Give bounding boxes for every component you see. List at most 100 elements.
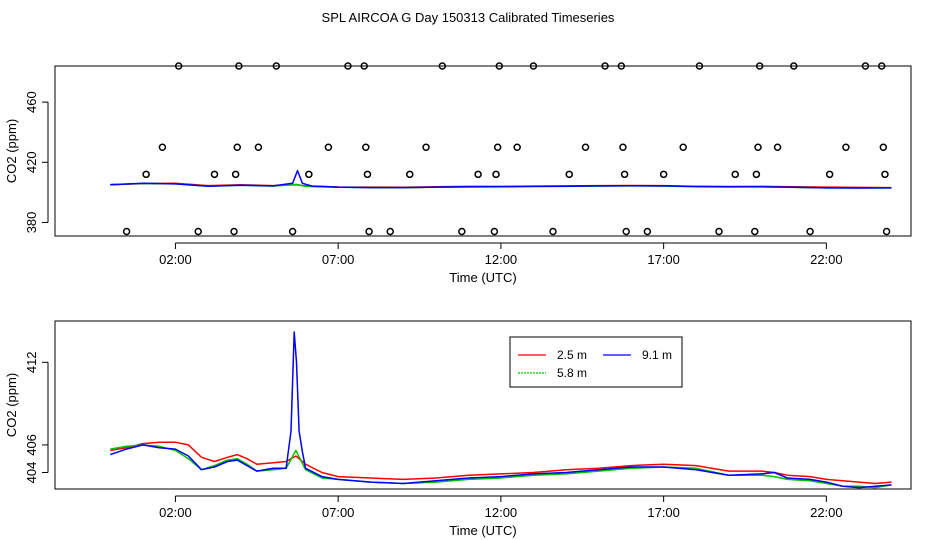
- scatter-point: [825, 170, 834, 179]
- scatter-point: [754, 143, 762, 151]
- scatter-point: [620, 170, 629, 179]
- top-series-lines: [110, 169, 892, 189]
- scatter-point: [549, 227, 557, 236]
- scatter-point: [272, 62, 281, 70]
- scatter-point: [715, 227, 723, 236]
- bottom-y-tick-label: 412: [24, 351, 39, 373]
- scatter-point: [877, 62, 886, 70]
- scatter-point: [194, 227, 202, 236]
- top-y-axis-label: CO2 (ppm): [4, 119, 19, 183]
- bottom-x-tick-label: 12:00: [485, 505, 518, 520]
- scatter-point: [305, 170, 313, 179]
- bottom-plot-frame: [54, 320, 912, 490]
- scatter-point: [493, 143, 502, 151]
- scatter-point: [752, 170, 761, 179]
- bottom-y-tick-label: 406: [24, 434, 39, 456]
- top-panel: 02:00 07:00 12:00 17:00 22:00 380 420 460 Time …: [4, 62, 912, 285]
- scatter-point: [695, 62, 704, 70]
- scatter-point: [254, 143, 263, 151]
- scatter-point: [731, 170, 739, 179]
- scatter-point: [142, 170, 150, 179]
- scatter-point: [879, 143, 888, 151]
- series-line-5-8-m: [110, 444, 892, 489]
- scatter-point: [513, 143, 521, 151]
- scatter-point: [492, 170, 500, 179]
- bottom-panel: 02:00 07:00 12:00 17:00 22:00 404 406 412 Time …: [4, 320, 912, 538]
- bottom-y-axis-label: CO2 (ppm): [4, 373, 19, 437]
- top-x-tick-label: 12:00: [485, 252, 518, 267]
- scatter-point: [755, 62, 764, 70]
- scatter-point: [158, 143, 167, 151]
- scatter-point: [365, 227, 373, 236]
- scatter-point: [619, 143, 627, 151]
- scatter-point: [643, 227, 652, 236]
- scatter-point: [288, 227, 297, 236]
- scatter-point: [458, 227, 466, 236]
- scatter-point: [122, 227, 131, 236]
- scatter-point: [773, 143, 782, 151]
- bottom-x-axis-label: Time (UTC): [449, 523, 516, 538]
- legend-label-2-5m: 2.5 m: [557, 348, 587, 362]
- scatter-point: [842, 143, 850, 151]
- scatter-point: [360, 62, 368, 70]
- legend-label-9-1m: 9.1 m: [642, 348, 672, 362]
- series-line-blue: [110, 169, 892, 189]
- bottom-series-lines: [110, 331, 892, 489]
- series-line-9-1-m: [110, 331, 892, 489]
- top-plot-frame: [54, 65, 912, 237]
- scatter-point: [581, 143, 590, 151]
- top-x-tick-label: 17:00: [647, 252, 680, 267]
- scatter-point: [210, 170, 219, 179]
- scatter-point: [406, 170, 414, 179]
- scatter-point: [174, 62, 183, 70]
- legend-label-5-8m: 5.8 m: [557, 366, 587, 380]
- bottom-x-tick-label: 07:00: [322, 505, 355, 520]
- scatter-point: [806, 227, 814, 236]
- top-y-tick-label: 460: [24, 91, 39, 113]
- bottom-x-tick-label: 22:00: [810, 505, 843, 520]
- top-x-axis-label: Time (UTC): [449, 270, 516, 285]
- scatter-point: [751, 227, 759, 236]
- series-line-2-5-m: [110, 441, 892, 485]
- scatter-point: [790, 62, 798, 70]
- scatter-point: [422, 143, 430, 151]
- scatter-point: [601, 62, 609, 70]
- scatter-point: [362, 143, 370, 151]
- scatter-point: [438, 62, 447, 70]
- scatter-point: [565, 170, 574, 179]
- figure-title: SPL AIRCOA G Day 150313 Calibrated Times…: [322, 10, 615, 25]
- scatter-point: [622, 227, 630, 236]
- scatter-point: [324, 143, 333, 151]
- scatter-point: [386, 227, 394, 236]
- scatter-point: [861, 62, 870, 70]
- scatter-point: [490, 227, 499, 236]
- scatter-point: [233, 143, 242, 151]
- bottom-axes: 02:00 07:00 12:00 17:00 22:00 404 406 412: [24, 351, 843, 520]
- scatter-point: [881, 170, 889, 179]
- legend: 2.5 m 9.1 m 5.8 m: [509, 336, 683, 388]
- scatter-point: [363, 170, 372, 179]
- top-x-tick-label: 02:00: [159, 252, 192, 267]
- top-y-tick-label: 380: [24, 212, 39, 234]
- scatter-point: [231, 170, 240, 179]
- scatter-point: [882, 227, 891, 236]
- scatter-point: [230, 227, 238, 236]
- bottom-x-tick-label: 02:00: [159, 505, 192, 520]
- top-x-tick-label: 22:00: [810, 252, 843, 267]
- scatter-point: [235, 62, 243, 70]
- top-y-tick-label: 420: [24, 151, 39, 173]
- scatter-point: [474, 170, 482, 179]
- scatter-point: [679, 143, 687, 151]
- top-x-tick-label: 07:00: [322, 252, 355, 267]
- scatter-point: [659, 170, 668, 179]
- scatter-point: [495, 62, 504, 70]
- scatter-point: [529, 62, 538, 70]
- top-scatter-points: [122, 62, 891, 236]
- scatter-point: [344, 62, 352, 70]
- legend-box: [509, 336, 683, 388]
- bottom-x-tick-label: 17:00: [647, 505, 680, 520]
- top-axes: 02:00 07:00 12:00 17:00 22:00 380 420 460: [24, 91, 843, 267]
- scatter-point: [617, 62, 626, 70]
- bottom-y-tick-label: 404: [24, 462, 39, 484]
